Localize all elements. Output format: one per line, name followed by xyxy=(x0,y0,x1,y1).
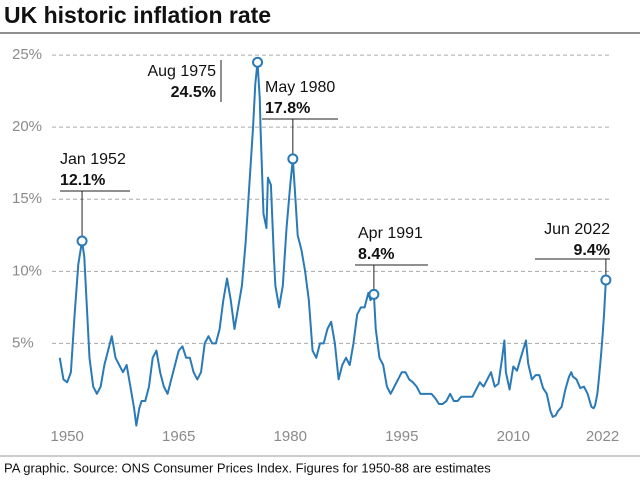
y-tick-label: 10% xyxy=(12,262,42,279)
annotation-value: 12.1% xyxy=(60,172,105,189)
x-tick-label: 2010 xyxy=(497,428,530,445)
annotation-value: 17.8% xyxy=(265,100,310,117)
annotation-date: Apr 1991 xyxy=(358,225,423,242)
chart-title: UK historic inflation rate xyxy=(4,2,271,28)
x-tick-label: 2022 xyxy=(586,428,619,445)
x-tick-label: 1995 xyxy=(385,428,418,445)
y-tick-label: 20% xyxy=(12,118,42,135)
x-tick-label: 1965 xyxy=(162,428,195,445)
x-tick-label: 1950 xyxy=(50,428,83,445)
annotation-marker xyxy=(287,153,299,165)
y-tick-label: 25% xyxy=(12,46,42,63)
y-tick-label: 15% xyxy=(12,190,42,207)
y-tick-label: 5% xyxy=(12,334,34,351)
annotation-date: Jan 1952 xyxy=(60,151,126,168)
annotation-marker xyxy=(252,56,264,68)
annotation-date: Jun 2022 xyxy=(544,221,610,238)
annotation-value: 24.5% xyxy=(171,84,216,101)
annotation-value: 9.4% xyxy=(574,242,610,259)
source-note: PA graphic. Source: ONS Consumer Prices … xyxy=(4,460,491,475)
annotation-value: 8.4% xyxy=(358,246,394,263)
annotation-date: May 1980 xyxy=(265,79,335,96)
inflation-line xyxy=(58,61,607,427)
annotation-date: Aug 1975 xyxy=(147,63,216,80)
x-tick-label: 1980 xyxy=(274,428,307,445)
annotation-marker xyxy=(600,274,612,286)
annotation-marker xyxy=(368,288,380,300)
annotation-marker xyxy=(76,235,88,247)
